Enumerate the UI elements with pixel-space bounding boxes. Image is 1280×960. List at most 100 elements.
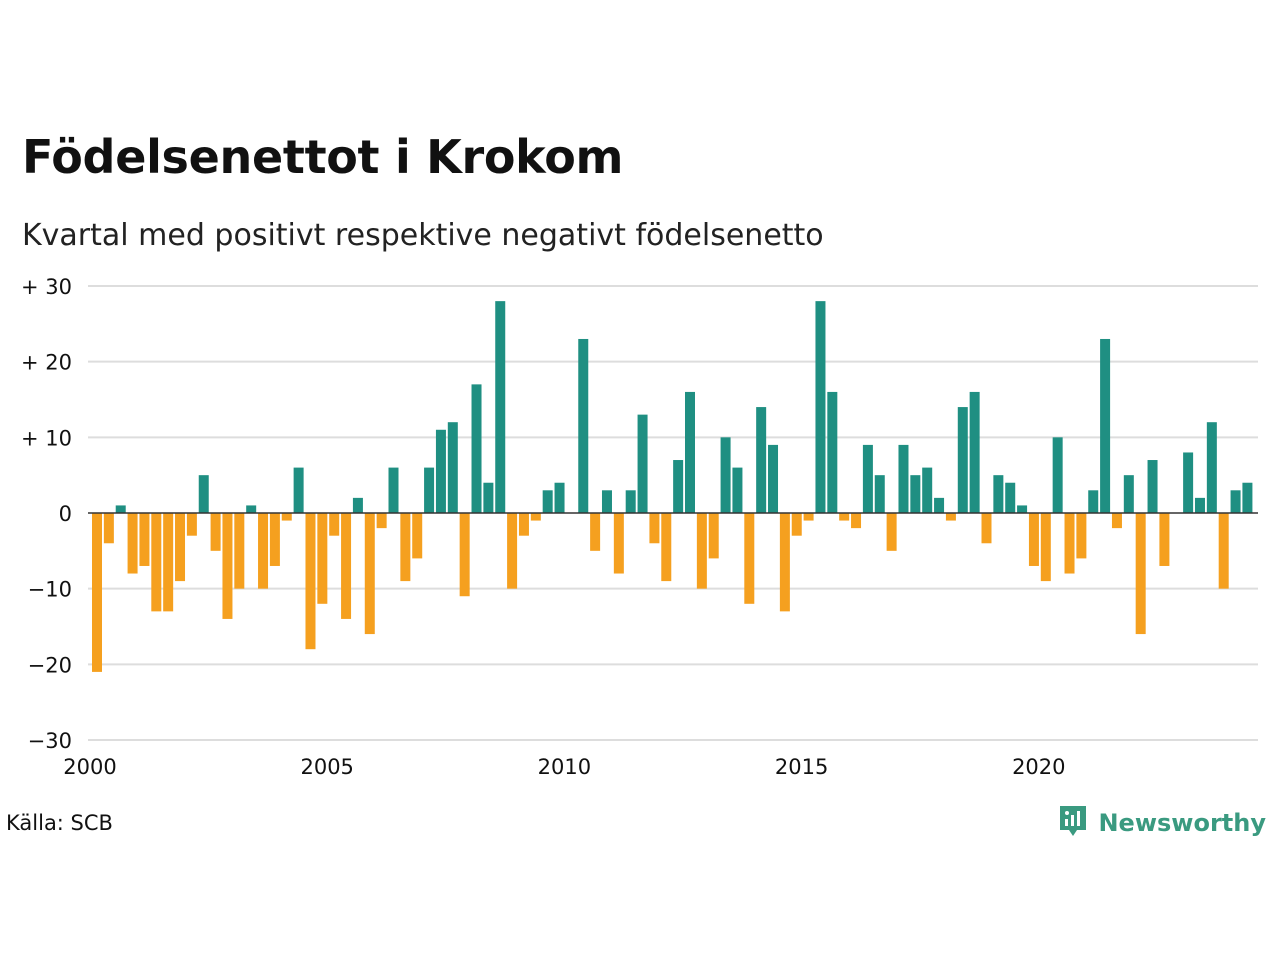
chart-subtitle: Kvartal med positivt respektive negativt… — [22, 218, 824, 253]
x-axis-tick-labels: 2000 2005 2010 2015 2020 — [63, 755, 1065, 779]
bar-positive — [1242, 482, 1253, 513]
bar-positive — [1194, 497, 1205, 513]
bar-negative — [1111, 513, 1122, 529]
bar-negative — [507, 513, 518, 589]
bar-negative — [281, 513, 292, 521]
bar-negative — [590, 513, 601, 551]
bar-negative — [851, 513, 862, 529]
bar-negative — [186, 513, 197, 536]
bar-negative — [329, 513, 340, 536]
bar-negative — [234, 513, 245, 589]
bar-positive — [1100, 338, 1111, 513]
bar-negative — [412, 513, 423, 559]
bar-positive — [910, 475, 921, 513]
bar-positive — [601, 490, 612, 513]
bar-negative — [139, 513, 150, 566]
bar-positive — [815, 301, 826, 513]
bar-positive — [1230, 490, 1241, 513]
bar-positive — [293, 467, 304, 513]
bar-negative — [317, 513, 328, 604]
bar-positive — [1183, 452, 1194, 513]
bar-positive — [720, 437, 731, 513]
bar-positive — [862, 444, 873, 513]
bar-positive — [934, 497, 945, 513]
bar-negative — [459, 513, 470, 597]
bar-negative — [803, 513, 814, 521]
bar-negative — [708, 513, 719, 559]
bar-negative — [1040, 513, 1051, 582]
bar-negative — [744, 513, 755, 604]
y-tick-label: −10 — [28, 578, 72, 602]
bar-negative — [839, 513, 850, 521]
brand-name: Newsworthy — [1098, 809, 1266, 837]
y-tick-label: + 30 — [21, 275, 72, 299]
bar-negative — [613, 513, 624, 574]
bar-positive — [922, 467, 933, 513]
bar-positive — [637, 414, 648, 513]
bar-negative — [945, 513, 956, 521]
bar-negative — [981, 513, 992, 544]
bar-negative — [696, 513, 707, 589]
bar-positive — [625, 490, 636, 513]
bar-positive — [756, 407, 767, 513]
y-tick-label: −20 — [28, 653, 72, 677]
brand-logo[interactable]: Newsworthy — [1058, 804, 1266, 842]
bar-negative — [649, 513, 660, 544]
y-axis-tick-labels: + 30 + 20 + 10 0 −10 −20 −30 — [21, 275, 72, 753]
bar-positive — [554, 482, 565, 513]
bar-negative — [151, 513, 162, 612]
bar-negative — [1159, 513, 1170, 566]
bar-positive — [246, 505, 257, 513]
x-tick-label: 2000 — [63, 755, 116, 779]
source-note: Källa: SCB — [6, 811, 113, 835]
bar-positive — [471, 384, 482, 513]
y-tick-label: + 20 — [21, 351, 72, 375]
bar-positive — [685, 391, 695, 513]
bar-positive — [483, 482, 494, 513]
bar-negative — [341, 513, 352, 619]
bar-positive — [495, 301, 506, 513]
bar-chart: + 30+ 20+ 100−10−20−30 2000 2005 2010 2015 2… — [21, 275, 1258, 779]
bar-positive — [957, 407, 968, 513]
bar-negative — [258, 513, 269, 589]
bar-negative — [1064, 513, 1075, 574]
bar-positive — [993, 475, 1004, 513]
bar-positive — [435, 429, 446, 513]
bar-positive — [969, 391, 980, 513]
bar-negative — [530, 513, 541, 521]
bar-positive — [352, 497, 363, 513]
bar-positive — [768, 444, 779, 513]
bar-negative — [210, 513, 221, 551]
bar-positive — [1206, 422, 1217, 513]
bar-positive — [1017, 505, 1028, 513]
bar-positive — [1147, 460, 1158, 513]
bar-negative — [376, 513, 387, 529]
bar-negative — [400, 513, 411, 582]
bar-negative — [92, 513, 102, 672]
bar-positive — [1052, 437, 1063, 513]
bar-negative — [779, 513, 790, 612]
bar-negative — [886, 513, 897, 551]
bar-negative — [364, 513, 375, 635]
bar-positive — [1005, 482, 1016, 513]
bar-positive — [542, 490, 553, 513]
bar-positive — [115, 505, 126, 513]
bar-positive — [578, 338, 589, 513]
bar-negative — [222, 513, 233, 619]
y-tick-label: 0 — [59, 502, 72, 526]
bar-positive — [198, 475, 209, 513]
y-tick-label: −30 — [28, 729, 72, 753]
bars — [92, 301, 1253, 672]
bar-positive — [424, 467, 435, 513]
bar-positive — [388, 467, 399, 513]
bar-positive — [1123, 475, 1134, 513]
x-tick-label: 2020 — [1012, 755, 1065, 779]
bar-negative — [1076, 513, 1087, 559]
bar-negative — [661, 513, 672, 582]
x-tick-label: 2015 — [775, 755, 828, 779]
bar-negative — [127, 513, 138, 574]
bar-positive — [827, 391, 838, 513]
chart-title: Födelsenettot i Krokom — [22, 130, 624, 184]
bar-negative — [1218, 513, 1229, 589]
bar-negative — [1135, 513, 1146, 635]
